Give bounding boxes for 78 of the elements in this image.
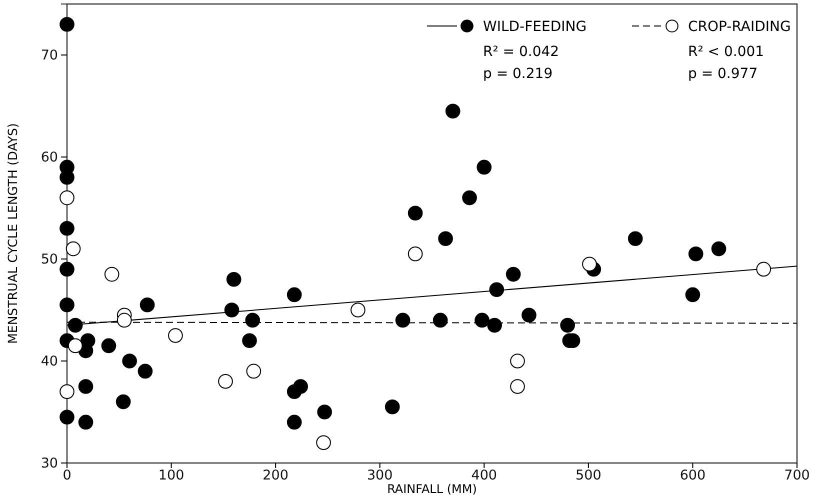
x-axis-title: RAINFALL (MM) [387, 482, 477, 495]
point [60, 384, 74, 399]
point [432, 312, 448, 328]
x-tick-label: 0 [62, 468, 72, 484]
x-tick-label: 100 [158, 468, 184, 484]
point [140, 298, 155, 312]
point [168, 328, 183, 343]
point [226, 272, 242, 287]
point [711, 241, 726, 256]
point [384, 400, 400, 414]
point [462, 190, 477, 206]
y-tick-label: 70 [40, 47, 58, 64]
point [628, 231, 643, 246]
point [101, 338, 116, 354]
point [286, 414, 302, 430]
point [60, 17, 74, 32]
annotation: p = 0.219 [483, 66, 553, 82]
point [68, 318, 83, 333]
point [68, 338, 83, 354]
point [350, 302, 366, 318]
point [104, 266, 120, 282]
legend-label: WILD-FEEDING [483, 19, 587, 35]
x-tick-label: 600 [680, 468, 706, 484]
point [60, 410, 74, 424]
point [408, 246, 423, 262]
point [476, 160, 492, 175]
point [293, 379, 308, 394]
point [78, 379, 94, 394]
point [60, 190, 74, 206]
point [510, 354, 525, 368]
x-tick-label: 300 [366, 468, 393, 484]
x-tick-label: 700 [784, 468, 810, 484]
point [138, 364, 153, 379]
point [522, 308, 536, 322]
point [395, 312, 410, 328]
point [66, 241, 81, 256]
annotation: R² = 0.042 [483, 44, 560, 60]
annotation: R² < 0.001 [688, 44, 764, 60]
legend-label: CROP-RAIDING [688, 19, 791, 35]
y-tick-label: 50 [40, 251, 58, 268]
point [122, 354, 137, 368]
point [116, 312, 132, 328]
point [60, 221, 74, 236]
point [116, 394, 131, 410]
y-axis-title: MENSTRUAL CYCLE LENGTH (DAYS) [5, 123, 20, 344]
point [316, 435, 331, 450]
point [489, 282, 504, 297]
point [506, 266, 521, 282]
x-tick-label: 400 [471, 468, 498, 484]
point [445, 104, 460, 118]
y-tick-label: 60 [40, 149, 58, 166]
point [242, 333, 257, 348]
point [224, 302, 240, 318]
point [245, 312, 260, 328]
point [218, 374, 233, 389]
point [560, 318, 575, 333]
point [80, 333, 96, 348]
point [60, 298, 74, 312]
point [510, 379, 525, 394]
point [688, 246, 704, 262]
y-tick-label: 40 [40, 353, 58, 370]
point [60, 262, 74, 277]
point [408, 206, 423, 220]
point [78, 414, 94, 430]
point [685, 287, 700, 302]
point [474, 312, 490, 328]
x-tick-label: 200 [262, 468, 288, 484]
point [246, 364, 262, 379]
x-tick-label: 500 [576, 468, 602, 484]
annotation: p = 0.977 [688, 66, 758, 82]
point [438, 231, 453, 246]
point [286, 287, 302, 302]
point [582, 256, 597, 272]
point [60, 170, 74, 185]
y-tick-label: 30 [40, 455, 58, 472]
point [756, 262, 772, 277]
point [487, 318, 502, 333]
point [317, 404, 332, 420]
